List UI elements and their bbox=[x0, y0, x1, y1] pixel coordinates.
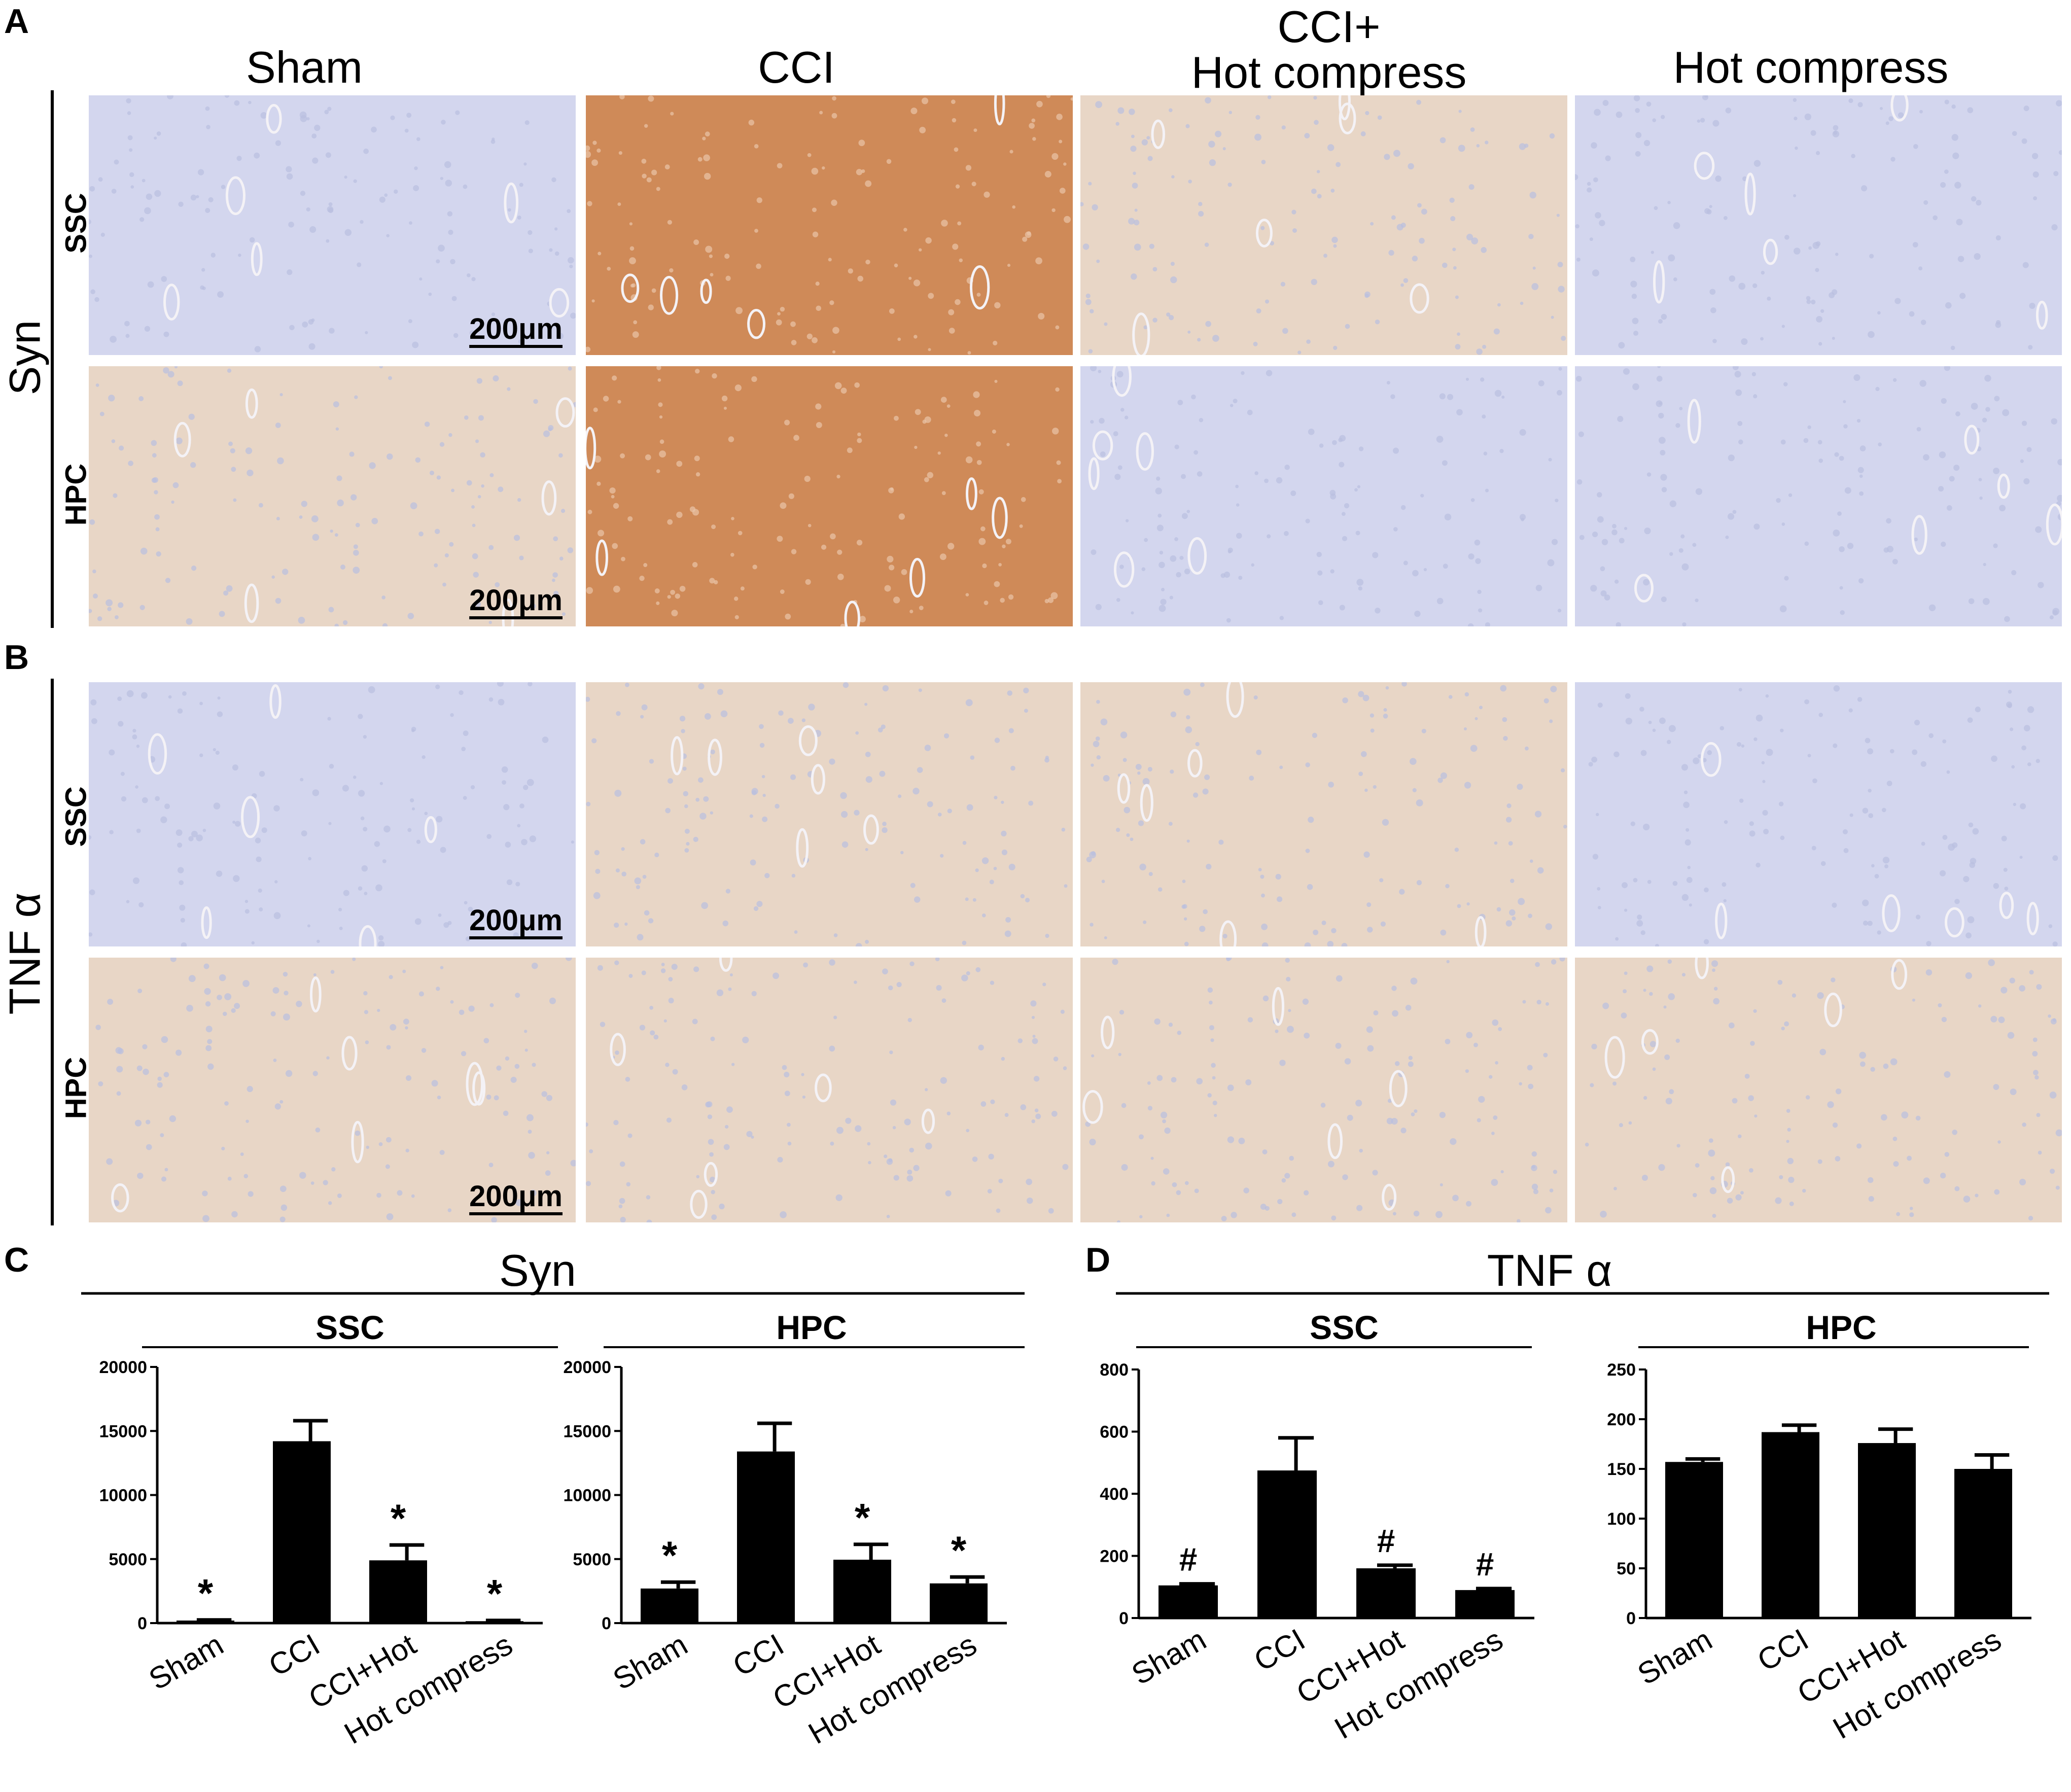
significance-marker: * bbox=[391, 1496, 406, 1540]
significance-marker: # bbox=[1179, 1541, 1198, 1578]
bar bbox=[1665, 1462, 1723, 1618]
micrograph-syn-hpc-2 bbox=[586, 366, 1073, 626]
x-tick-label: CCI bbox=[727, 1627, 790, 1683]
micrograph-syn-ssc-4 bbox=[1575, 95, 2062, 355]
micrograph-tnf-ssc-2 bbox=[586, 682, 1073, 946]
significance-marker: * bbox=[487, 1571, 503, 1616]
scale-bar-label: 200μm bbox=[469, 904, 563, 937]
micrograph-syn-ssc-1: 200μm bbox=[89, 95, 576, 355]
panel-label-a: A bbox=[4, 2, 29, 41]
y-tick-label: 10000 bbox=[563, 1486, 611, 1505]
bar bbox=[177, 1620, 234, 1623]
chart-title: HPC bbox=[1806, 1309, 1876, 1346]
significance-marker: * bbox=[855, 1495, 870, 1540]
scale-bar: 200μm bbox=[469, 314, 563, 344]
significance-marker: # bbox=[1377, 1523, 1395, 1559]
micrograph-tnf-ssc-1: 200μm bbox=[89, 682, 576, 946]
significance-marker: * bbox=[662, 1533, 678, 1577]
bar bbox=[1159, 1585, 1218, 1618]
significance-marker: * bbox=[198, 1571, 214, 1615]
bar bbox=[1455, 1590, 1515, 1618]
scale-bar-label: 200μm bbox=[469, 584, 563, 617]
y-tick-label: 600 bbox=[1100, 1423, 1129, 1442]
micrograph-tnf-ssc-3 bbox=[1080, 682, 1567, 946]
chart-title: SSC bbox=[315, 1309, 384, 1346]
column-title-cci-hot-compress: CCI+ Hot compress bbox=[1191, 2, 1467, 97]
group-title-tnf: TNF α bbox=[1487, 1245, 1612, 1295]
bar bbox=[1762, 1432, 1819, 1618]
micrograph-syn-hpc-1: 200μm bbox=[89, 366, 576, 626]
bar bbox=[1356, 1568, 1416, 1618]
column-title-sham: Sham bbox=[246, 42, 363, 92]
y-tick-label: 50 bbox=[1617, 1559, 1636, 1578]
scale-bar: 200μm bbox=[469, 586, 563, 615]
micrograph-syn-hpc-4 bbox=[1575, 366, 2062, 626]
column-title-cci: CCI bbox=[758, 42, 835, 92]
panel-label-d: D bbox=[1085, 1241, 1111, 1279]
x-tick-label: Hot compress bbox=[1329, 1622, 1508, 1745]
group-bracket-tnf bbox=[51, 679, 54, 1225]
x-tick-label: Sham bbox=[143, 1627, 229, 1696]
y-tick-label: 5000 bbox=[573, 1550, 611, 1569]
y-tick-label: 0 bbox=[602, 1614, 611, 1633]
y-tick-label: 100 bbox=[1607, 1509, 1636, 1529]
x-tick-label: Sham bbox=[1632, 1622, 1717, 1691]
panel-label-c: C bbox=[4, 1241, 29, 1279]
x-tick-label: Sham bbox=[607, 1627, 693, 1696]
bar bbox=[1954, 1469, 2012, 1618]
chart-title: SSC bbox=[1310, 1309, 1379, 1346]
scale-bar: 200μm bbox=[469, 1182, 563, 1211]
scale-bar-label: 200μm bbox=[469, 1180, 563, 1213]
micrograph-tnf-ssc-4 bbox=[1575, 682, 2062, 946]
significance-marker: * bbox=[951, 1528, 967, 1572]
y-tick-label: 150 bbox=[1607, 1460, 1636, 1479]
bar bbox=[1257, 1470, 1317, 1618]
y-tick-label: 0 bbox=[1119, 1609, 1129, 1628]
micrograph-syn-hpc-3 bbox=[1080, 366, 1567, 626]
y-tick-label: 15000 bbox=[563, 1422, 611, 1441]
bar bbox=[833, 1560, 891, 1623]
y-tick-label: 10000 bbox=[99, 1486, 147, 1505]
y-tick-label: 800 bbox=[1100, 1360, 1129, 1380]
micrograph-syn-ssc-2 bbox=[586, 95, 1073, 355]
micrograph-tnf-hpc-2 bbox=[586, 958, 1073, 1222]
x-tick-label: CCI bbox=[1248, 1622, 1311, 1678]
y-tick-label: 250 bbox=[1607, 1360, 1636, 1380]
x-tick-label: CCI bbox=[1752, 1622, 1814, 1678]
panel-label-b: B bbox=[4, 638, 29, 677]
significance-marker: # bbox=[1476, 1546, 1494, 1583]
chart-title: HPC bbox=[776, 1309, 847, 1346]
y-tick-label: 200 bbox=[1100, 1547, 1129, 1566]
bar bbox=[1858, 1443, 1916, 1618]
x-tick-label: Sham bbox=[1126, 1622, 1212, 1691]
scale-bar: 200μm bbox=[469, 906, 563, 935]
y-tick-label: 200 bbox=[1607, 1410, 1636, 1429]
bar bbox=[641, 1588, 698, 1623]
y-tick-label: 5000 bbox=[109, 1550, 147, 1569]
y-tick-label: 0 bbox=[1626, 1609, 1636, 1628]
group-bracket-syn bbox=[51, 90, 54, 628]
micrograph-tnf-hpc-1: 200μm bbox=[89, 958, 576, 1222]
bar bbox=[273, 1441, 331, 1623]
y-tick-label: 15000 bbox=[99, 1422, 147, 1441]
bar bbox=[930, 1583, 988, 1623]
y-tick-label: 0 bbox=[137, 1614, 147, 1633]
bar bbox=[737, 1451, 795, 1623]
bar bbox=[369, 1560, 427, 1623]
micrograph-tnf-hpc-3 bbox=[1080, 958, 1567, 1222]
y-tick-label: 20000 bbox=[563, 1358, 611, 1377]
y-tick-label: 20000 bbox=[99, 1358, 147, 1377]
y-tick-label: 400 bbox=[1100, 1485, 1129, 1504]
scale-bar-label: 200μm bbox=[469, 312, 563, 345]
group-title-syn: Syn bbox=[499, 1245, 576, 1295]
x-tick-label: CCI bbox=[263, 1627, 326, 1683]
micrograph-syn-ssc-3 bbox=[1080, 95, 1567, 355]
column-title-hot-compress: Hot compress bbox=[1673, 42, 1949, 92]
micrograph-tnf-hpc-4 bbox=[1575, 958, 2062, 1222]
